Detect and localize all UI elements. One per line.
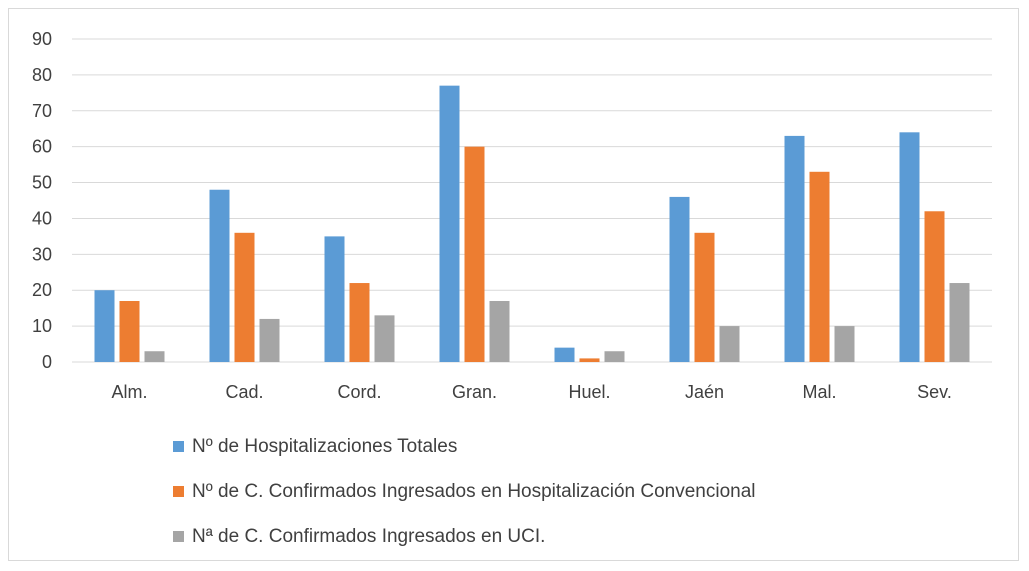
y-tick-label-50: 50	[32, 173, 52, 193]
bar-2-8	[924, 211, 945, 362]
bar-2-3	[349, 283, 370, 362]
x-tick-label-1: Alm.	[112, 382, 148, 402]
y-tick-label-60: 60	[32, 137, 52, 157]
legend-item-hospitalizaciones-totales: Nº de Hospitalizaciones Totales	[173, 424, 756, 469]
bar-1-8	[899, 132, 920, 362]
x-tick-label-7: Mal.	[802, 382, 836, 402]
bar-1-6	[669, 196, 690, 362]
y-tick-label-20: 20	[32, 280, 52, 300]
bar-2-4	[464, 146, 485, 362]
bar-1-1	[94, 290, 115, 362]
bar-1-3	[324, 236, 345, 362]
y-tick-label-70: 70	[32, 101, 52, 121]
y-tick-label-30: 30	[32, 244, 52, 264]
x-tick-label-5: Huel.	[568, 382, 610, 402]
bar-3-5	[604, 351, 625, 362]
y-tick-label-10: 10	[32, 316, 52, 336]
bar-2-7	[809, 171, 830, 362]
x-tick-label-2: Cad.	[225, 382, 263, 402]
x-tick-label-8: Sev.	[917, 382, 952, 402]
legend-swatch-hospitalizaciones-totales	[173, 441, 184, 452]
legend-label-uci: Nª de C. Confirmados Ingresados en UCI.	[192, 525, 546, 547]
bar-3-8	[949, 283, 970, 362]
bar-3-3	[374, 315, 395, 362]
x-tick-label-4: Gran.	[452, 382, 497, 402]
legend-item-uci: Nª de C. Confirmados Ingresados en UCI.	[173, 514, 756, 559]
bar-1-7	[784, 135, 805, 362]
bar-3-6	[719, 326, 740, 362]
bar-3-4	[489, 300, 510, 362]
legend-label-hospitalizaciones-totales: Nº de Hospitalizaciones Totales	[192, 435, 458, 457]
bar-2-5	[579, 358, 600, 362]
legend-swatch-hospitalizacion-convencional	[173, 486, 184, 497]
bar-2-2	[234, 232, 255, 362]
legend-swatch-uci	[173, 531, 184, 542]
legend-item-hospitalizacion-convencional: Nº de C. Confirmados Ingresados en Hospi…	[173, 469, 756, 514]
y-tick-label-0: 0	[42, 352, 52, 372]
bar-3-7	[834, 326, 855, 362]
bar-1-4	[439, 85, 460, 363]
bar-2-6	[694, 232, 715, 362]
bar-1-5	[554, 347, 575, 362]
y-tick-label-80: 80	[32, 65, 52, 85]
bar-3-1	[144, 351, 165, 362]
y-tick-label-90: 90	[32, 29, 52, 49]
chart-frame	[8, 8, 1019, 561]
bar-2-1	[119, 300, 140, 362]
bar-1-2	[209, 189, 230, 362]
bar-3-2	[259, 318, 280, 362]
x-tick-label-6: Jaén	[685, 382, 724, 402]
legend-label-hospitalizacion-convencional: Nº de C. Confirmados Ingresados en Hospi…	[192, 480, 756, 502]
y-tick-label-40: 40	[32, 208, 52, 228]
x-tick-label-3: Cord.	[337, 382, 381, 402]
legend: Nº de Hospitalizaciones Totales Nº de C.…	[173, 424, 756, 559]
